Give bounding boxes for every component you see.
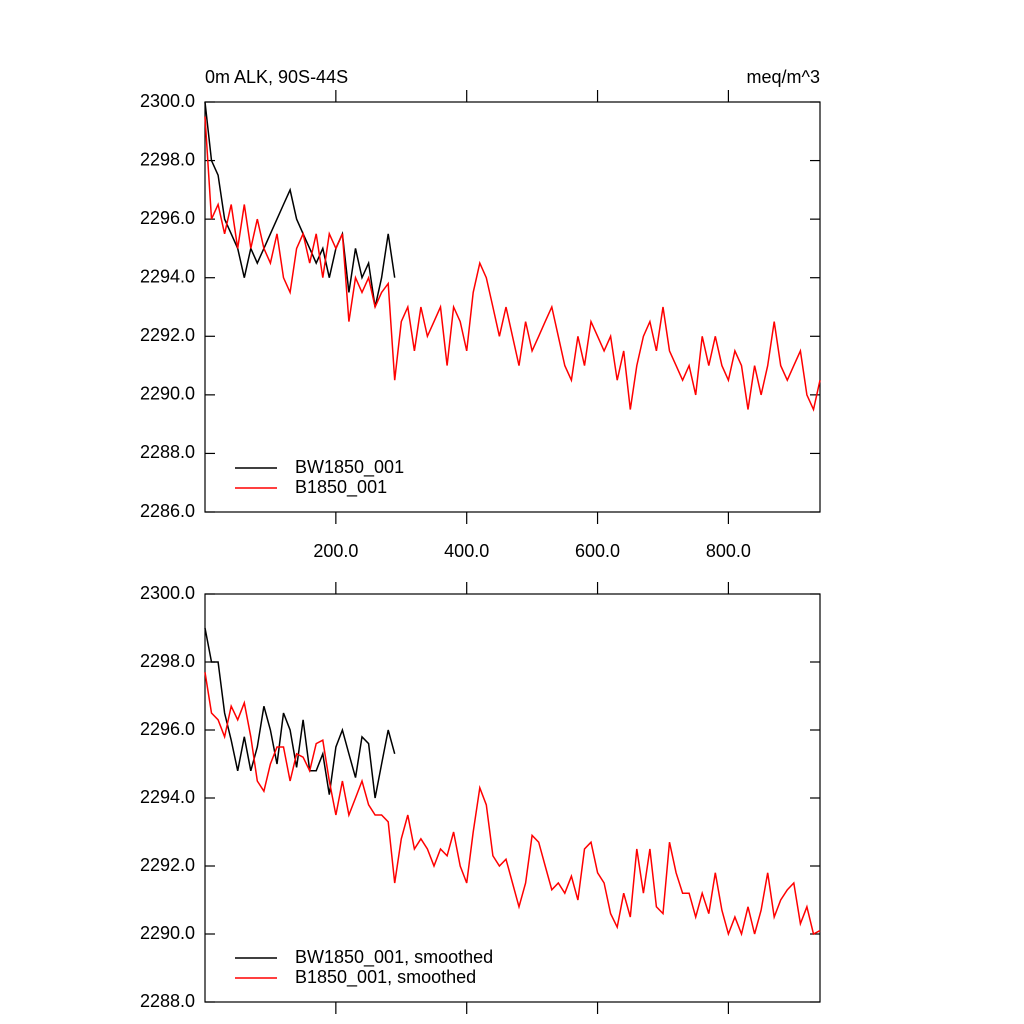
legend-label: B1850_001, smoothed [295,967,476,988]
plot-frame [204,593,821,1003]
y-tick-label: 2290.0 [140,923,195,943]
y-tick-label: 2294.0 [140,787,195,807]
y-tick-label: 2292.0 [140,325,195,345]
y-tick-label: 2288.0 [140,991,195,1011]
y-tick-label: 2292.0 [140,855,195,875]
series-line [204,101,396,308]
y-tick-label: 2300.0 [140,583,195,603]
legend-label: BW1850_001 [295,457,404,478]
y-tick-label: 2296.0 [140,208,195,228]
x-tick-label: 200.0 [313,541,358,561]
series-line [204,627,396,799]
y-tick-label: 2298.0 [140,651,195,671]
series-line [204,672,821,937]
y-tick-label: 2290.0 [140,384,195,404]
x-tick-label: 600.0 [575,541,620,561]
chart-title: 0m ALK, 90S-44S [205,67,348,87]
x-tick-label: 400.0 [444,541,489,561]
legend-label: BW1850_001, smoothed [295,947,493,968]
legend-label: B1850_001 [295,477,387,498]
x-tick-label: 800.0 [706,541,751,561]
y-tick-label: 2286.0 [140,501,195,521]
y-tick-label: 2296.0 [140,719,195,739]
y-tick-label: 2288.0 [140,442,195,462]
plot-frame [204,101,821,513]
y-tick-label: 2294.0 [140,266,195,286]
units-label: meq/m^3 [747,67,820,87]
y-tick-label: 2300.0 [140,91,195,111]
y-tick-label: 2298.0 [140,149,195,169]
series-line [204,116,821,412]
